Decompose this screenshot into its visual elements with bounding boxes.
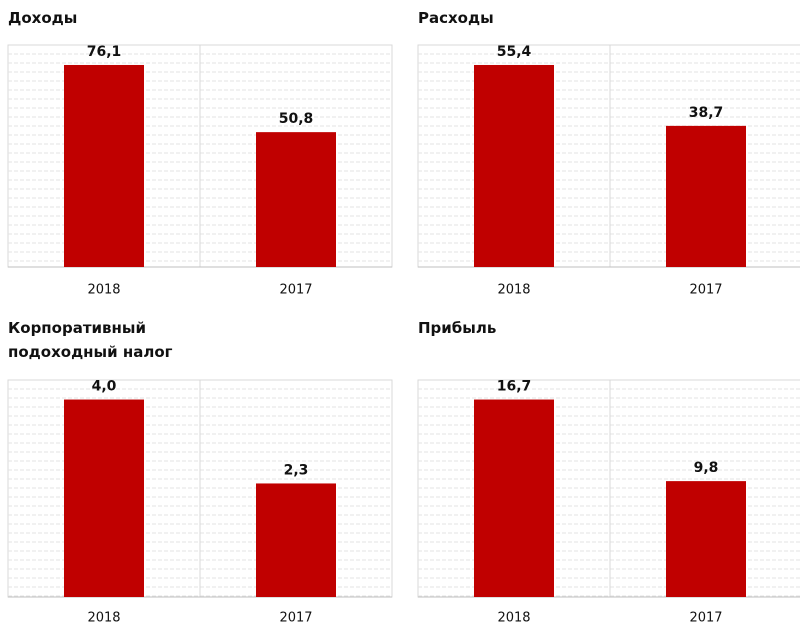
bar <box>474 399 554 597</box>
value-label: 16,7 <box>497 379 532 395</box>
value-label: 55,4 <box>497 44 532 60</box>
bar <box>666 125 746 268</box>
bar <box>64 399 144 597</box>
x-tick-label: 2018 <box>497 611 530 626</box>
x-tick-label: 2017 <box>279 283 312 298</box>
value-label: 4,0 <box>92 379 117 395</box>
value-label: 76,1 <box>87 44 122 60</box>
bar <box>474 64 554 267</box>
value-label: 38,7 <box>689 105 724 121</box>
x-tick-label: 2017 <box>689 611 722 626</box>
value-label: 9,8 <box>694 460 719 476</box>
x-tick-label: 2018 <box>497 283 530 298</box>
x-tick-label: 2017 <box>279 611 312 626</box>
chart-title: Корпоративный подоходный налог <box>8 319 173 361</box>
x-tick-label: 2017 <box>689 283 722 298</box>
bar <box>256 132 336 267</box>
chart-title: Расходы <box>418 9 494 27</box>
x-tick-label: 2018 <box>87 283 120 298</box>
value-label: 2,3 <box>284 462 309 478</box>
chart-title: Прибыль <box>418 319 497 337</box>
x-tick-label: 2018 <box>87 611 120 626</box>
bar <box>666 481 746 597</box>
value-label: 50,8 <box>279 111 314 127</box>
bar <box>64 64 144 267</box>
chart-title: Доходы <box>8 9 78 27</box>
bar <box>256 483 336 597</box>
